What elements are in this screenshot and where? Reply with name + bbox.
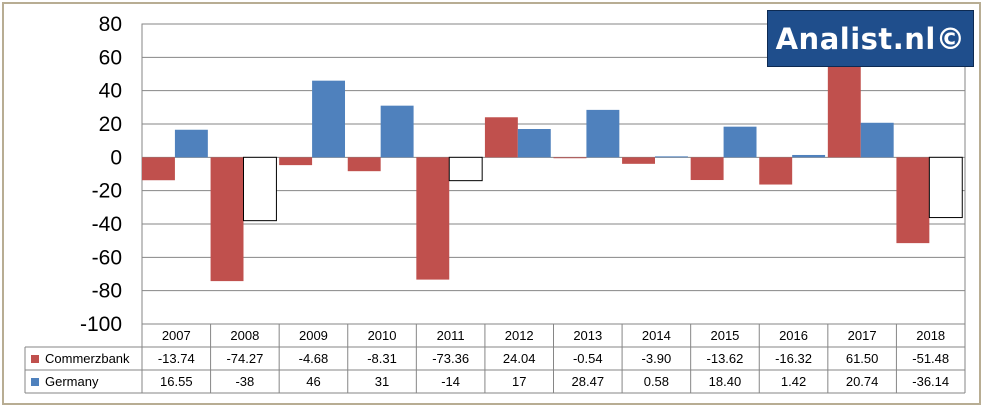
data-label-germany: 20.74	[846, 374, 879, 389]
y-tick-label: -40	[92, 213, 122, 236]
bar-commerzbank-2008	[210, 157, 244, 282]
data-label-germany: 28.47	[572, 374, 605, 389]
bar-commerzbank-2017	[827, 54, 861, 158]
data-label-germany: 18.40	[709, 374, 742, 389]
data-label-commerzbank: -13.74	[158, 351, 195, 366]
bar-germany-2011	[448, 156, 483, 182]
y-tick-label: -100	[80, 313, 122, 336]
data-label-commerzbank: -73.36	[432, 351, 469, 366]
x-tick-label: 2008	[230, 328, 259, 343]
data-label-germany: 1.42	[781, 374, 806, 389]
x-tick-label: 2017	[848, 328, 877, 343]
bar-germany-2009	[312, 80, 346, 158]
y-tick-label: 20	[99, 113, 122, 136]
x-tick-label: 2011	[437, 328, 465, 343]
x-tick-label: 2007	[162, 328, 191, 343]
bar-commerzbank-2012	[484, 117, 518, 158]
bar-germany-2008	[243, 156, 277, 222]
legend-swatch-germany	[31, 378, 39, 386]
bar-germany-2018	[928, 156, 963, 219]
x-tick-label: 2013	[573, 328, 602, 343]
analist-logo: Analist.nl©	[767, 10, 974, 67]
bar-germany-2013	[586, 109, 620, 158]
bar-commerzbank-2013	[553, 157, 587, 159]
data-label-commerzbank: 24.04	[503, 351, 536, 366]
data-label-commerzbank: -16.32	[775, 351, 812, 366]
data-label-commerzbank: -74.27	[226, 351, 263, 366]
bar-germany-2012	[517, 129, 551, 158]
y-tick-label: 40	[99, 80, 122, 103]
legend-swatch-commerzbank	[31, 355, 39, 363]
y-tick-label: 0	[110, 146, 122, 169]
bar-germany-2015	[723, 126, 757, 158]
bar-germany-2014	[655, 156, 688, 158]
data-label-commerzbank: -8.31	[367, 351, 397, 366]
bar-germany-2010	[380, 105, 414, 158]
data-label-commerzbank: -51.48	[912, 351, 949, 366]
x-tick-label: 2018	[916, 328, 945, 343]
x-tick-label: 2016	[779, 328, 808, 343]
legend-label-commerzbank: Commerzbank	[45, 351, 130, 366]
data-label-commerzbank: -4.68	[299, 351, 329, 366]
data-label-germany: 46	[306, 374, 320, 389]
data-label-germany: -36.14	[912, 374, 949, 389]
x-tick-label: 2015	[710, 328, 739, 343]
y-tick-label: -80	[92, 280, 122, 303]
y-tick-label: -20	[92, 180, 122, 203]
bar-commerzbank-2014	[622, 157, 655, 164]
data-label-germany: 0.58	[644, 374, 669, 389]
data-label-commerzbank: 61.50	[846, 351, 879, 366]
data-label-germany: 17	[512, 374, 526, 389]
bar-commerzbank-2018	[896, 157, 930, 244]
y-tick-label: 80	[99, 13, 122, 36]
data-label-commerzbank: -0.54	[573, 351, 603, 366]
legend-label-germany: Germany	[45, 374, 99, 389]
bar-germany-2007	[174, 129, 208, 158]
bar-commerzbank-2010	[347, 157, 381, 172]
y-tick-label: -60	[92, 246, 122, 269]
bar-commerzbank-2007	[142, 157, 175, 181]
data-label-germany: 16.55	[160, 374, 193, 389]
bar-germany-2016	[792, 154, 826, 158]
data-label-commerzbank: -13.62	[707, 351, 744, 366]
data-label-germany: 31	[375, 374, 389, 389]
y-tick-label: 60	[99, 46, 122, 69]
bar-commerzbank-2009	[279, 157, 313, 166]
x-tick-label: 2012	[505, 328, 534, 343]
data-label-commerzbank: -3.90	[642, 351, 672, 366]
bar-commerzbank-2016	[759, 157, 793, 185]
bar-germany-2017	[860, 122, 894, 158]
bar-commerzbank-2015	[690, 157, 724, 181]
x-tick-label: 2009	[299, 328, 328, 343]
x-tick-label: 2010	[368, 328, 397, 343]
bar-commerzbank-2011	[416, 157, 450, 280]
x-tick-label: 2014	[642, 328, 671, 343]
data-label-germany: -38	[235, 374, 254, 389]
data-label-germany: -14	[441, 374, 460, 389]
